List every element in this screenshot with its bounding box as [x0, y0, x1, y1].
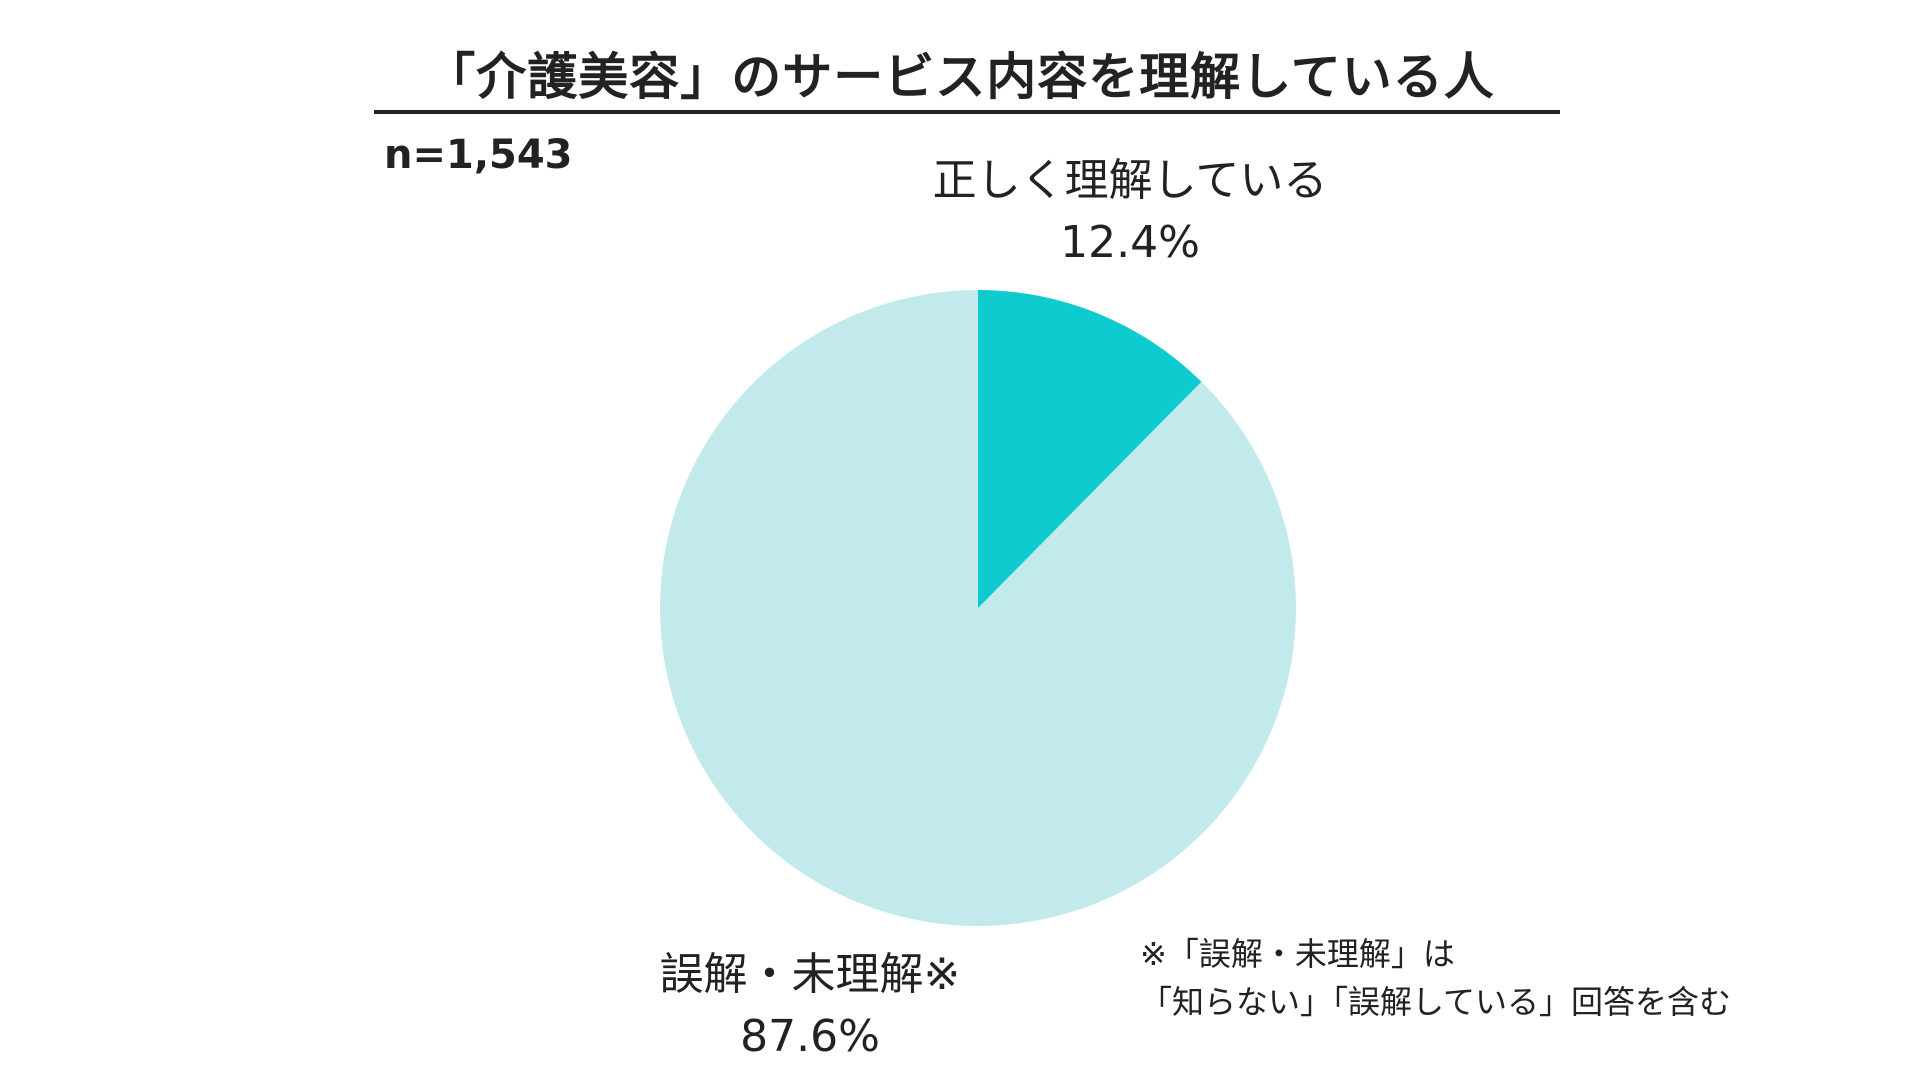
footnote: ※「誤解・未理解」は 「知らない」「誤解している」回答を含む — [1140, 930, 1731, 1026]
chart-title: 「介護美容」のサービス内容を理解している人 — [425, 48, 1495, 106]
title-underline — [374, 110, 1560, 114]
sample-size: n=1,543 — [384, 132, 573, 178]
footnote-line-2: 「知らない」「誤解している」回答を含む — [1140, 983, 1732, 1021]
footnote-line-1: ※「誤解・未理解」は — [1140, 935, 1455, 973]
slice-label-understand-value: 12.4% — [1060, 217, 1200, 268]
pie-slice-understand — [978, 290, 1202, 608]
slice-label-misunderstand-value: 87.6% — [740, 1011, 880, 1062]
slice-label-understand-text: 正しく理解している — [932, 155, 1328, 206]
slice-label-misunderstand-text: 誤解・未理解※ — [659, 949, 961, 1000]
pie-slice-misunderstand — [659, 290, 1296, 926]
slice-label-understand: 正しく理解している 12.4% — [860, 150, 1400, 274]
slice-label-misunderstand: 誤解・未理解※ 87.6% — [560, 944, 1060, 1068]
